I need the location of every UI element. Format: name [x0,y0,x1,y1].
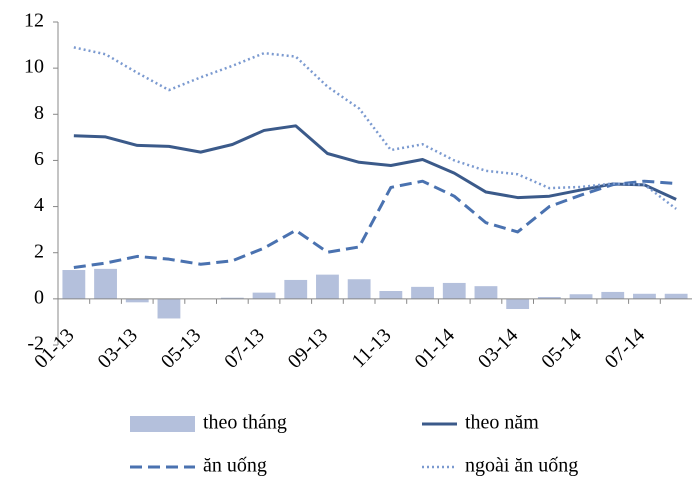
legend-label: ngoài ăn uống [465,455,578,477]
x-tick-label: 09-13 [284,324,333,373]
bar [664,293,688,299]
legend-swatch [130,416,195,432]
bar [316,274,339,299]
bar [506,298,530,310]
x-tick-label: 03-13 [93,324,142,373]
bar [252,292,276,299]
y-tick-label: 0 [34,286,44,308]
x-tick-label: 05-14 [537,324,586,373]
x-tick-label: 01-14 [410,324,459,373]
legend-label: ăn uống [203,455,267,477]
y-tick-label: 2 [34,240,44,262]
bar [125,298,149,303]
bar [633,293,656,299]
bar [474,286,498,299]
y-tick-label: 12 [24,10,44,32]
bar [537,297,561,299]
x-tick-label: 11-13 [348,324,396,372]
y-tick-label: 6 [34,148,44,170]
x-tick-label: 03-14 [474,324,523,373]
y-tick-label: 10 [24,56,44,78]
line [73,46,677,210]
x-tick-label: 05-13 [157,324,206,373]
bar [347,279,371,299]
x-tick-label: 07-14 [601,324,650,373]
bar [569,294,593,299]
y-tick-label: 8 [34,102,44,124]
bar [284,279,308,299]
y-tick-label: 4 [34,194,44,216]
bar [442,282,466,299]
bar [411,286,434,299]
line [73,124,677,201]
line [73,179,677,269]
bar [601,291,625,299]
bar [379,291,403,299]
legend-label: theo năm [465,412,539,434]
y-tick-label: -2 [27,333,44,355]
x-tick-label: 07-13 [220,324,269,373]
bar [94,268,117,299]
legend-label: theo tháng [203,412,287,434]
bar [220,297,244,299]
bar [62,270,86,299]
bar [157,298,181,319]
